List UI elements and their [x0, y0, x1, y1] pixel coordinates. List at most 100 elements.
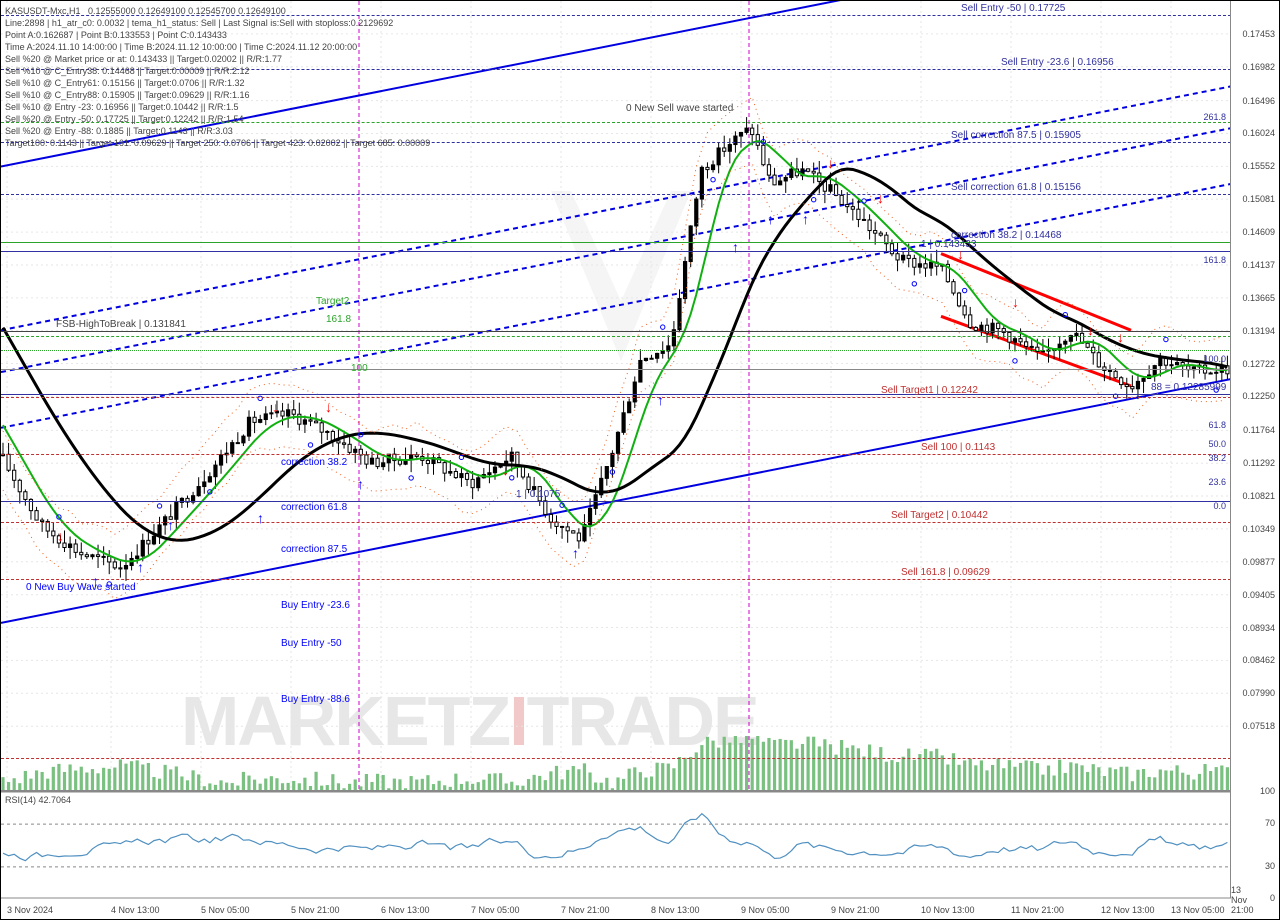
sell-arrow-icon: ↓ [272, 399, 279, 415]
hline-label: Sell Entry -23.6 | 0.16956 [1001, 57, 1114, 68]
free-label: 100 [351, 363, 368, 374]
price-tick: 0.12250 [1229, 391, 1275, 401]
buy-arrow-icon: ↑ [732, 239, 739, 255]
price-tick: 0.13194 [1229, 326, 1275, 336]
hline [1, 758, 1231, 759]
price-tick: 0.10349 [1229, 524, 1275, 534]
time-tick: 9 Nov 21:00 [831, 905, 880, 915]
hline-label: 1 | 0.143433 [921, 239, 976, 250]
buy-arrow-icon: ↑ [167, 517, 174, 533]
hline [1, 331, 1231, 332]
rsi-axis: 10070300 [1229, 791, 1279, 898]
symbol-line: KASUSDT-Mxc,H1 0.12555000 0.12649100 0.1… [5, 5, 430, 17]
time-tick: 13 Nov 05:00 [1171, 905, 1225, 915]
free-label: correction 87.5 [281, 544, 347, 555]
info-block: KASUSDT-Mxc,H1 0.12555000 0.12649100 0.1… [5, 5, 430, 149]
time-tick: 4 Nov 13:00 [111, 905, 160, 915]
price-tick: 0.07990 [1229, 688, 1275, 698]
time-tick: 9 Nov 05:00 [741, 905, 790, 915]
sell-arrow-icon: ↓ [957, 246, 964, 262]
free-label: correction 38.2 [281, 457, 347, 468]
fib-label: 23.6 [1208, 477, 1226, 487]
buy-arrow-icon: ↑ [767, 211, 774, 227]
free-label: 161.8 [326, 314, 351, 325]
sell-arrow-icon: ↓ [502, 462, 509, 478]
rsi-panel[interactable]: RSI(14) 42.7064 [1, 791, 1231, 898]
price-tick: 0.17453 [1229, 29, 1275, 39]
time-tick: 6 Nov 13:00 [381, 905, 430, 915]
time-tick: 5 Nov 21:00 [291, 905, 340, 915]
price-tick: 0.09405 [1229, 590, 1275, 600]
rsi-tick: 30 [1229, 861, 1275, 871]
info-line: Time A:2024.11.10 14:00:00 | Time B:2024… [5, 41, 430, 53]
sell-arrow-icon: ↓ [877, 190, 884, 206]
price-tick: 0.11764 [1229, 425, 1275, 435]
hline-label: Sell Target2 | 0.10442 [891, 510, 988, 521]
info-line: Line:2898 | h1_atr_c0: 0.0032 | tema_h1_… [5, 17, 430, 29]
fib-label: 100.0 [1203, 354, 1226, 364]
time-tick: 11 Nov 21:00 [1011, 905, 1064, 915]
hline [1, 350, 1231, 351]
sell-arrow-icon: ↓ [325, 399, 332, 415]
info-line: Sell %20 @ Market price or at: 0.143433 … [5, 53, 430, 65]
price-tick: 0.11292 [1229, 458, 1275, 468]
price-tick: 0.15552 [1229, 161, 1275, 171]
hline [1, 194, 1231, 195]
sell-arrow-icon: ↓ [1117, 329, 1124, 345]
hline-label: Sell 100 | 0.1143 [921, 442, 995, 453]
free-label: 0 New Sell wave started [626, 103, 733, 114]
info-line: Sell %10 @ C_Entry61: 0.15156 || Target:… [5, 77, 430, 89]
hline [1, 251, 1231, 252]
fib-label: 61.8 [1208, 420, 1226, 430]
hline [1, 397, 1231, 398]
hline [1, 336, 1231, 337]
price-tick: 0.13665 [1229, 293, 1275, 303]
price-tick: 0.14609 [1229, 227, 1275, 237]
hline-label: Sell correction 61.8 | 0.15156 [951, 182, 1081, 193]
hline-label: Sell correction 87.5 | 0.15905 [951, 130, 1081, 141]
fib-label: 38.2 [1208, 453, 1226, 463]
time-tick: 12 Nov 13:00 [1101, 905, 1155, 915]
time-axis: 3 Nov 20244 Nov 13:005 Nov 05:005 Nov 21… [1, 897, 1231, 919]
buy-arrow-icon: ↑ [802, 211, 809, 227]
time-tick: 8 Nov 13:00 [651, 905, 700, 915]
price-tick: 0.16024 [1229, 128, 1275, 138]
hline-label: Sell Entry -50 | 0.17725 [961, 3, 1065, 14]
price-tick: 0.07518 [1229, 721, 1275, 731]
sell-arrow-icon: ↓ [1087, 322, 1094, 338]
info-line: Sell %10 @ C_Entry88: 0.15905 || Target:… [5, 89, 430, 101]
hline [1, 369, 1231, 370]
time-tick: 3 Nov 2024 [7, 905, 53, 915]
hline [1, 394, 1231, 395]
price-tick: 0.16982 [1229, 62, 1275, 72]
buy-arrow-icon: ↑ [92, 573, 99, 589]
sell-arrow-icon: ↓ [1012, 294, 1019, 310]
info-line: Point A:0.162687 | Point B:0.133553 | Po… [5, 29, 430, 41]
free-label: Target2 [316, 296, 349, 307]
hline [1, 454, 1231, 455]
time-tick: 10 Nov 13:00 [921, 905, 975, 915]
info-line: Sell %20 @ Entry -50: 0.17725 || Target:… [5, 113, 430, 125]
rsi-tick: 70 [1229, 818, 1275, 828]
chart-container: MARKETZITRADE Sell Entry -50 | 0.17725Se… [0, 0, 1280, 920]
price-tick: 0.08934 [1229, 623, 1275, 633]
hline [1, 501, 1231, 502]
info-lines: Line:2898 | h1_atr_c0: 0.0032 | tema_h1_… [5, 17, 430, 149]
fib-label: 50.0 [1208, 439, 1226, 449]
price-tick: 0.15081 [1229, 194, 1275, 204]
sell-arrow-icon: ↓ [827, 155, 834, 171]
buy-arrow-icon: ↑ [657, 392, 664, 408]
rsi-svg [1, 792, 1231, 899]
hline [1, 579, 1231, 580]
price-tick: 0.09877 [1229, 557, 1275, 567]
hline [1, 242, 1231, 243]
price-tick: 0.12722 [1229, 359, 1275, 369]
info-line: Sell %10 @ Entry -23: 0.16956 || Target:… [5, 101, 430, 113]
time-tick: 7 Nov 21:00 [561, 905, 610, 915]
hline [1, 522, 1231, 523]
price-tick: 0.08462 [1229, 655, 1275, 665]
symbol-text: KASUSDT-Mxc,H1 [5, 6, 81, 16]
price-tick: 0.16496 [1229, 96, 1275, 106]
info-line: Target100: 0.1143 || Target 161: 0.09629… [5, 137, 430, 149]
buy-arrow-icon: ↑ [357, 476, 364, 492]
